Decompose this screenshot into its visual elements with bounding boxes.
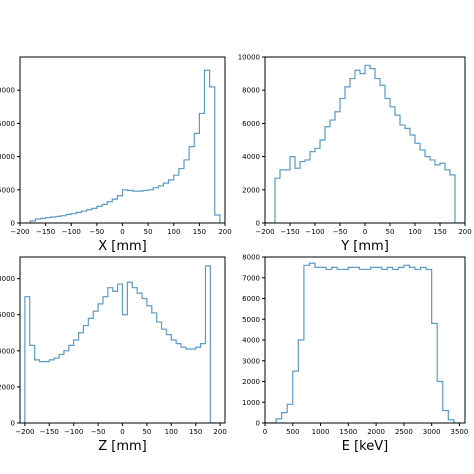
x-tick-label: 150 — [189, 428, 202, 436]
x-tick-label: −50 — [333, 228, 348, 236]
x-tick-label: 50 — [386, 228, 395, 236]
y-tick-label: 5000 — [242, 316, 260, 324]
histogram-series — [265, 64, 465, 223]
x-tick-label: −200 — [15, 428, 34, 436]
y-tick-label: 8000 — [0, 275, 15, 283]
x-tick-label: 100 — [165, 428, 178, 436]
x-tick-label: 200 — [458, 228, 471, 236]
y-tick-label: 2000 — [242, 186, 260, 194]
x-tick-label: 2500 — [395, 428, 413, 436]
x-tick-label: −200 — [10, 228, 29, 236]
x-axis-label: Y [mm] — [340, 239, 389, 254]
x-tick-label: −100 — [62, 228, 81, 236]
x-tick-label: −100 — [305, 228, 324, 236]
x-tick-label: 0 — [120, 428, 124, 436]
x-tick-label: −100 — [64, 428, 83, 436]
x-tick-label: 200 — [218, 228, 231, 236]
x-tick-label: 100 — [167, 228, 180, 236]
y-tick-label: 4000 — [242, 337, 260, 345]
x-tick-label: 200 — [213, 428, 226, 436]
y-tick-label: 6000 — [0, 311, 15, 319]
y-tick-label: 7000 — [242, 274, 260, 282]
x-tick-label: 50 — [142, 428, 151, 436]
x-tick-label: 1500 — [339, 428, 357, 436]
x-axis-label: E [keV] — [342, 439, 388, 454]
y-tick-label: 2000 — [242, 378, 260, 386]
axes-frame — [264, 56, 466, 224]
x-tick-label: 500 — [286, 428, 299, 436]
x-tick-label: 0 — [120, 228, 124, 236]
x-tick-label: 3000 — [423, 428, 441, 436]
x-tick-label: −150 — [280, 228, 299, 236]
y-tick-label: 8000 — [242, 87, 260, 95]
x-tick-label: −50 — [89, 228, 104, 236]
y-tick-label: 0 — [256, 220, 260, 228]
histogram-series — [29, 69, 221, 223]
y-tick-label: 8000 — [242, 254, 260, 262]
x-axis-label: Z [mm] — [98, 439, 147, 454]
y-tick-label: 4000 — [242, 153, 260, 161]
y-tick-label: 4000 — [0, 347, 15, 355]
y-tick-label: 0 — [11, 220, 15, 228]
y-tick-label: 1000 — [242, 399, 260, 407]
x-tick-label: −150 — [40, 428, 59, 436]
x-tick-label: 50 — [144, 228, 153, 236]
y-tick-label: 6000 — [242, 120, 260, 128]
axes-frame — [19, 256, 226, 424]
x-tick-label: 3500 — [451, 428, 469, 436]
y-tick-label: 3000 — [242, 357, 260, 365]
axes-frame — [264, 256, 466, 424]
x-tick-label: 2000 — [367, 428, 385, 436]
y-tick-label: 15000 — [0, 120, 15, 128]
y-tick-label: 10000 — [238, 54, 260, 62]
x-tick-label: 100 — [408, 228, 421, 236]
x-tick-label: 150 — [193, 228, 206, 236]
panel-0: −200 −150 −100 −50 0 50 100 150 200 0 5000 10000 150… — [0, 56, 232, 254]
histogram-series — [265, 262, 460, 423]
panel-2: −200−150−100−500501001502000200040006000… — [0, 256, 227, 454]
y-tick-label: 2000 — [0, 383, 15, 391]
x-tick-label: 1000 — [312, 428, 330, 436]
y-tick-label: 5000 — [0, 186, 15, 194]
panel-3: 0 500 1000 1500 2000 2500 3000 3500 0 1000 2000 300… — [242, 254, 468, 455]
y-tick-label: 0 — [256, 420, 260, 428]
y-tick-label: 0 — [11, 420, 15, 428]
x-tick-label: −150 — [36, 228, 55, 236]
histogram-series — [24, 265, 221, 423]
x-tick-label: 0 — [263, 428, 267, 436]
y-tick-label: 10000 — [0, 153, 15, 161]
x-axis-label: X [mm] — [98, 239, 147, 254]
x-tick-label: −200 — [255, 228, 274, 236]
panel-1: −200 −150 −100 −50 0 50 100 150 2000200040006000… — [238, 54, 472, 255]
x-tick-label: 0 — [363, 228, 367, 236]
x-tick-label: −50 — [91, 428, 106, 436]
y-tick-label: 6000 — [242, 295, 260, 303]
x-tick-label: 150 — [433, 228, 446, 236]
